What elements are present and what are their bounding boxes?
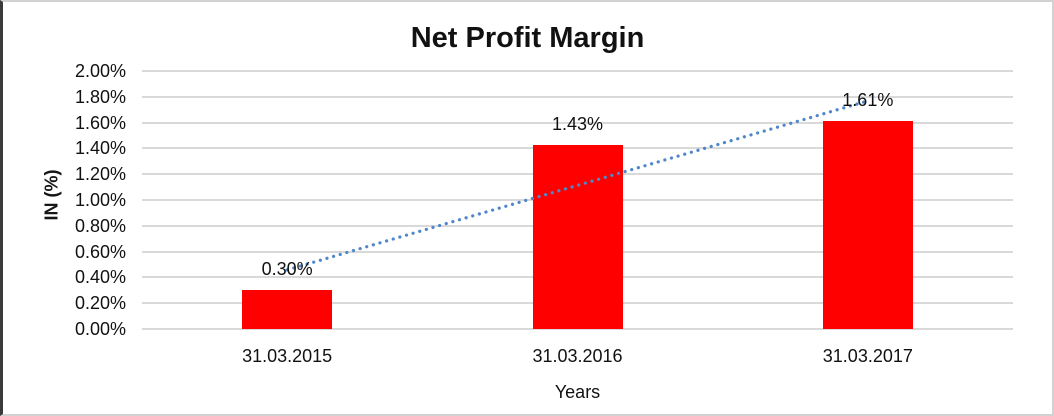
x-axis-tick-label: 31.03.2016 bbox=[532, 346, 623, 366]
y-axis-tick-label: 1.00% bbox=[74, 190, 126, 210]
chart-title: Net Profit Margin bbox=[410, 22, 645, 54]
y-axis-tick-label: 0.00% bbox=[74, 319, 126, 339]
bar-31.03.2016 bbox=[532, 144, 623, 329]
y-axis-tick-label: 0.40% bbox=[74, 267, 126, 288]
y-axis-tick-label: 1.80% bbox=[74, 86, 126, 107]
x-axis-tick-label: 31.03.2017 bbox=[822, 346, 913, 366]
bar-data-label: 1.43% bbox=[551, 113, 604, 134]
y-axis-tick-label: 0.60% bbox=[74, 241, 126, 262]
y-axis-tick-label: 1.60% bbox=[74, 112, 126, 133]
y-axis-tick-label: 2.00% bbox=[74, 61, 126, 81]
y-axis-tick-label: 1.40% bbox=[74, 138, 126, 159]
y-axis-tick-label: 0.20% bbox=[74, 293, 126, 314]
x-axis-tick-label: 31.03.2015 bbox=[242, 346, 333, 366]
x-axis-title: Years bbox=[554, 382, 601, 402]
bar-data-label: 1.61% bbox=[842, 90, 894, 111]
bar-31.03.2017 bbox=[822, 121, 913, 329]
gridline bbox=[142, 95, 1013, 98]
y-axis-tick-label: 0.80% bbox=[74, 215, 126, 236]
bar-31.03.2015 bbox=[242, 290, 333, 329]
gridline bbox=[142, 70, 1013, 72]
gridline bbox=[142, 328, 1013, 330]
bar-data-label: 0.30% bbox=[261, 259, 313, 280]
y-axis-tick-label: 1.20% bbox=[74, 164, 126, 185]
